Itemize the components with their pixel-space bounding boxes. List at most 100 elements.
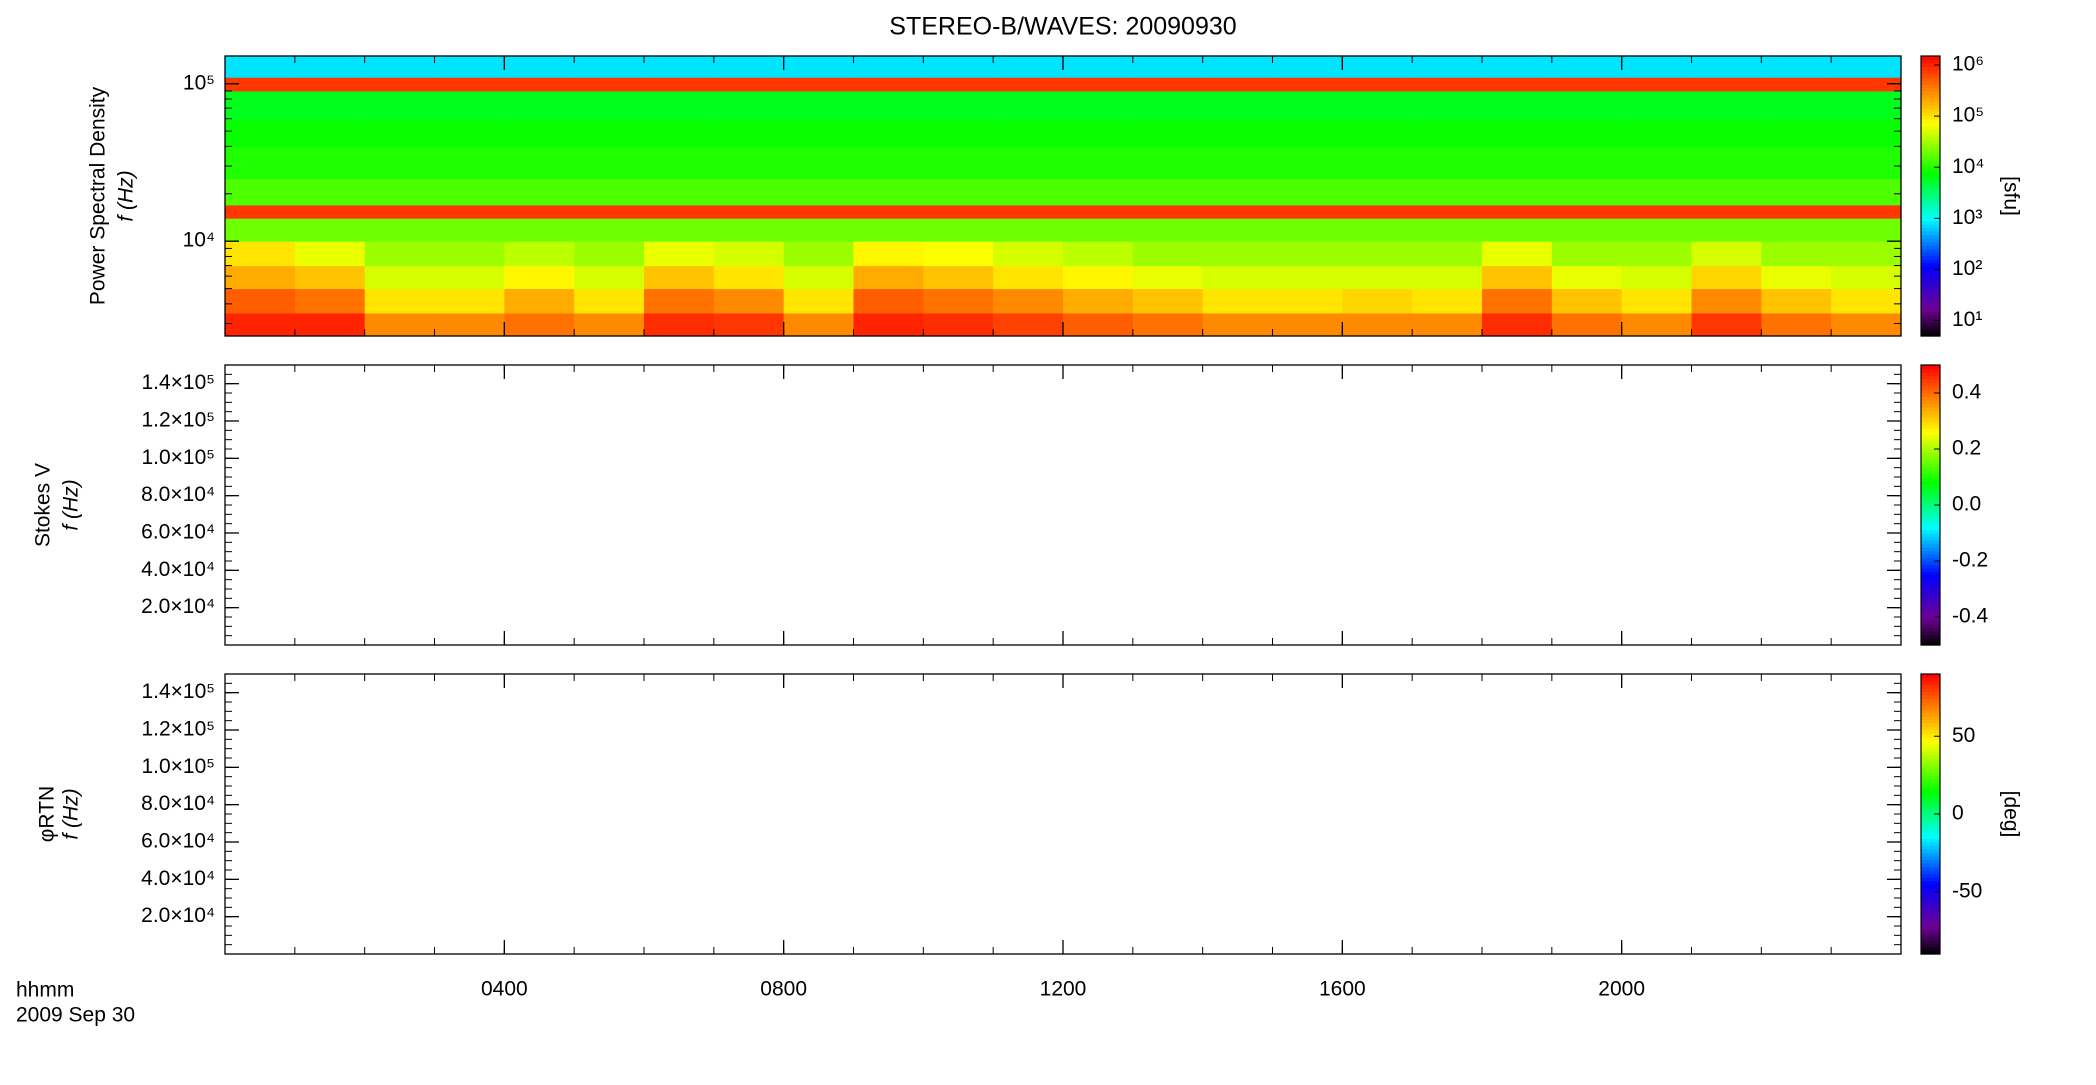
heatmap-cell [574, 204, 645, 219]
heatmap-cell [783, 218, 854, 242]
colorbar-segment [1921, 491, 1940, 496]
heatmap-cell [574, 312, 645, 337]
heatmap-cell [1342, 288, 1413, 314]
y-axis-label: Stokes V [32, 463, 55, 547]
colorbar-segment [1921, 332, 1940, 337]
heatmap-cell [1342, 118, 1413, 147]
heatmap-cell [1621, 312, 1692, 337]
heatmap-cell [1691, 204, 1762, 219]
colorbar-segment [1921, 297, 1940, 302]
heatmap-cell [853, 241, 924, 267]
heatmap-cell [1551, 265, 1623, 290]
y-tick-label: 6.0×10⁴ [141, 521, 215, 544]
colorbar-segment [1921, 950, 1940, 955]
y-tick-label: 1.4×10⁵ [141, 371, 215, 394]
heatmap-cell [1691, 312, 1762, 337]
heatmap-cell [644, 77, 715, 92]
heatmap-cell [1132, 77, 1204, 92]
heatmap-cell [1482, 288, 1553, 314]
y-tick-label: 2.0×10⁴ [141, 595, 215, 618]
heatmap-cell [1621, 265, 1692, 290]
heatmap-cell [1482, 146, 1553, 180]
colorbar-segment [1921, 259, 1940, 264]
colorbar-segment [1921, 414, 1940, 419]
colorbar-segment [1921, 438, 1940, 443]
colorbar-segment [1921, 386, 1940, 391]
heatmap-cell [434, 241, 505, 267]
colorbar-segment [1921, 915, 1940, 920]
heatmap-cell [1412, 77, 1483, 92]
colorbar-segment [1921, 283, 1940, 288]
heatmap-cell [1412, 146, 1483, 180]
colorbar-segment [1921, 203, 1940, 208]
colorbar-segment [1921, 782, 1940, 787]
heatmap-cell [993, 146, 1064, 180]
colorbar-segment [1921, 248, 1940, 253]
heatmap-cell [1691, 90, 1762, 120]
colorbar-segment [1921, 150, 1940, 155]
y-tick-label: 10⁴ [183, 229, 215, 252]
heatmap-cell [783, 288, 854, 314]
colorbar-segment [1921, 301, 1940, 306]
colorbar-segment [1921, 431, 1940, 436]
colorbar-segment [1921, 845, 1940, 850]
heatmap-cell [434, 288, 505, 314]
heatmap-cell [1202, 178, 1273, 206]
heatmap-cell [644, 218, 715, 242]
heatmap-cell [783, 146, 854, 180]
heatmap-cell [1412, 56, 1483, 78]
y-tick-label: 1.0×10⁵ [141, 446, 215, 469]
heatmap-cell [294, 241, 366, 267]
colorbar-segment [1921, 304, 1940, 309]
heatmap-cell [1132, 265, 1204, 290]
colorbar-segment [1921, 723, 1940, 728]
colorbar-segment [1921, 213, 1940, 218]
colorbar-segment [1921, 810, 1940, 815]
heatmap-cell [1482, 90, 1553, 120]
heatmap-cell [434, 118, 505, 147]
heatmap-cell [1202, 241, 1273, 267]
heatmap-cell [504, 178, 575, 206]
colorbar-segment [1921, 512, 1940, 517]
heatmap-cell [504, 56, 575, 78]
colorbar-segment [1921, 547, 1940, 552]
colorbar-segment [1921, 435, 1940, 440]
heatmap-cell [504, 218, 575, 242]
heatmap-cell [1831, 77, 1902, 92]
colorbar-segment [1921, 624, 1940, 629]
colorbar-segment [1921, 695, 1940, 700]
colorbar-segment [1921, 403, 1940, 408]
colorbar-segment [1921, 716, 1940, 721]
heatmap-cell [1691, 56, 1762, 78]
heatmap-cell [225, 77, 296, 92]
colorbar-segment [1921, 814, 1940, 819]
colorbar-tick-label: 10⁶ [1952, 53, 1984, 76]
colorbar-segment [1921, 63, 1940, 68]
heatmap-cell [1202, 204, 1273, 219]
colorbar-segment [1921, 133, 1940, 138]
heatmap-cell [1132, 118, 1204, 147]
colorbar-segment [1921, 582, 1940, 587]
colorbar-segment [1921, 705, 1940, 710]
heatmap-cell [1551, 312, 1623, 337]
colorbar-segment [1921, 803, 1940, 808]
colorbar-segment [1921, 550, 1940, 555]
heatmap-cell [1272, 288, 1343, 314]
colorbar-segment [1921, 912, 1940, 917]
colorbar-segment [1921, 719, 1940, 724]
colorbar-segment [1921, 772, 1940, 777]
heatmap-cell [783, 90, 854, 120]
heatmap-cell [1691, 146, 1762, 180]
colorbar-segment [1921, 596, 1940, 601]
heatmap-cell [1412, 118, 1483, 147]
heatmap-cell [853, 218, 924, 242]
colorbar-segment [1921, 129, 1940, 134]
heatmap-cell [853, 265, 924, 290]
colorbar-segment [1921, 487, 1940, 492]
y-tick-label: 1.4×10⁵ [141, 680, 215, 703]
colorbar-segment [1921, 578, 1940, 583]
y-tick-label: 4.0×10⁴ [141, 558, 215, 581]
colorbar-segment [1921, 866, 1940, 871]
heatmap-cell [644, 312, 715, 337]
colorbar-segment [1921, 926, 1940, 931]
